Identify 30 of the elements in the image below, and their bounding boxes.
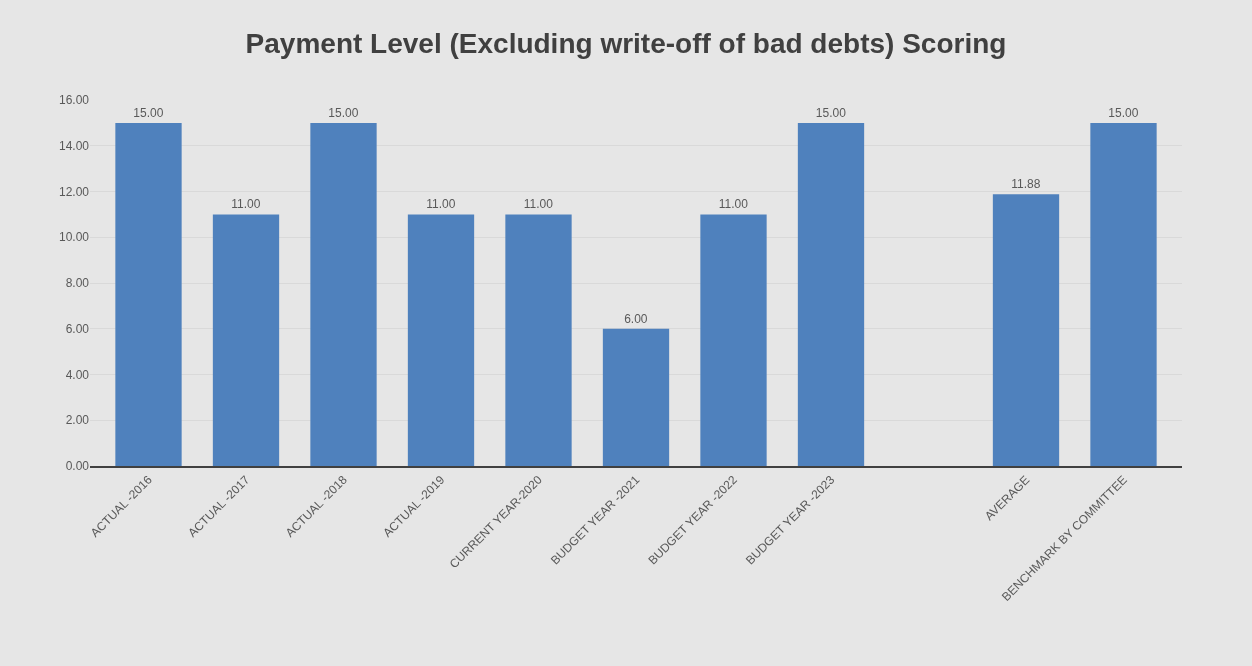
data-label: 11.88 (1011, 177, 1041, 192)
chart-title: Payment Level (Excluding write-off of bad debts) Scoring (245, 27, 1007, 59)
bar (505, 214, 572, 466)
data-label: 15.00 (815, 105, 847, 120)
bar (1090, 122, 1157, 466)
data-label: 15.00 (133, 105, 164, 120)
bar (992, 194, 1060, 466)
data-label: 15.00 (328, 105, 359, 120)
data-label: 11.00 (426, 197, 456, 212)
data-label: 15.00 (1108, 105, 1139, 120)
data-label: 11.00 (718, 197, 749, 212)
y-tick-label: 14.00 (58, 138, 90, 153)
data-label: 11.00 (231, 197, 261, 212)
data-label: 6.00 (624, 311, 648, 326)
bar (212, 214, 280, 466)
y-tick-label: 16.00 (58, 93, 90, 108)
y-tick-label: 4.00 (65, 367, 90, 382)
bar (115, 122, 182, 466)
bar (797, 122, 865, 466)
bar (310, 122, 377, 466)
bar (407, 214, 475, 466)
y-tick-label: 0.00 (65, 459, 90, 474)
y-tick-label: 12.00 (58, 184, 90, 199)
y-tick-label: 8.00 (65, 276, 90, 291)
y-tick-label: 2.00 (65, 413, 90, 428)
y-tick-label: 10.00 (58, 230, 90, 245)
data-label: 11.00 (523, 197, 554, 212)
bar (602, 328, 670, 466)
bar (700, 214, 767, 466)
y-tick-label: 6.00 (65, 321, 90, 336)
